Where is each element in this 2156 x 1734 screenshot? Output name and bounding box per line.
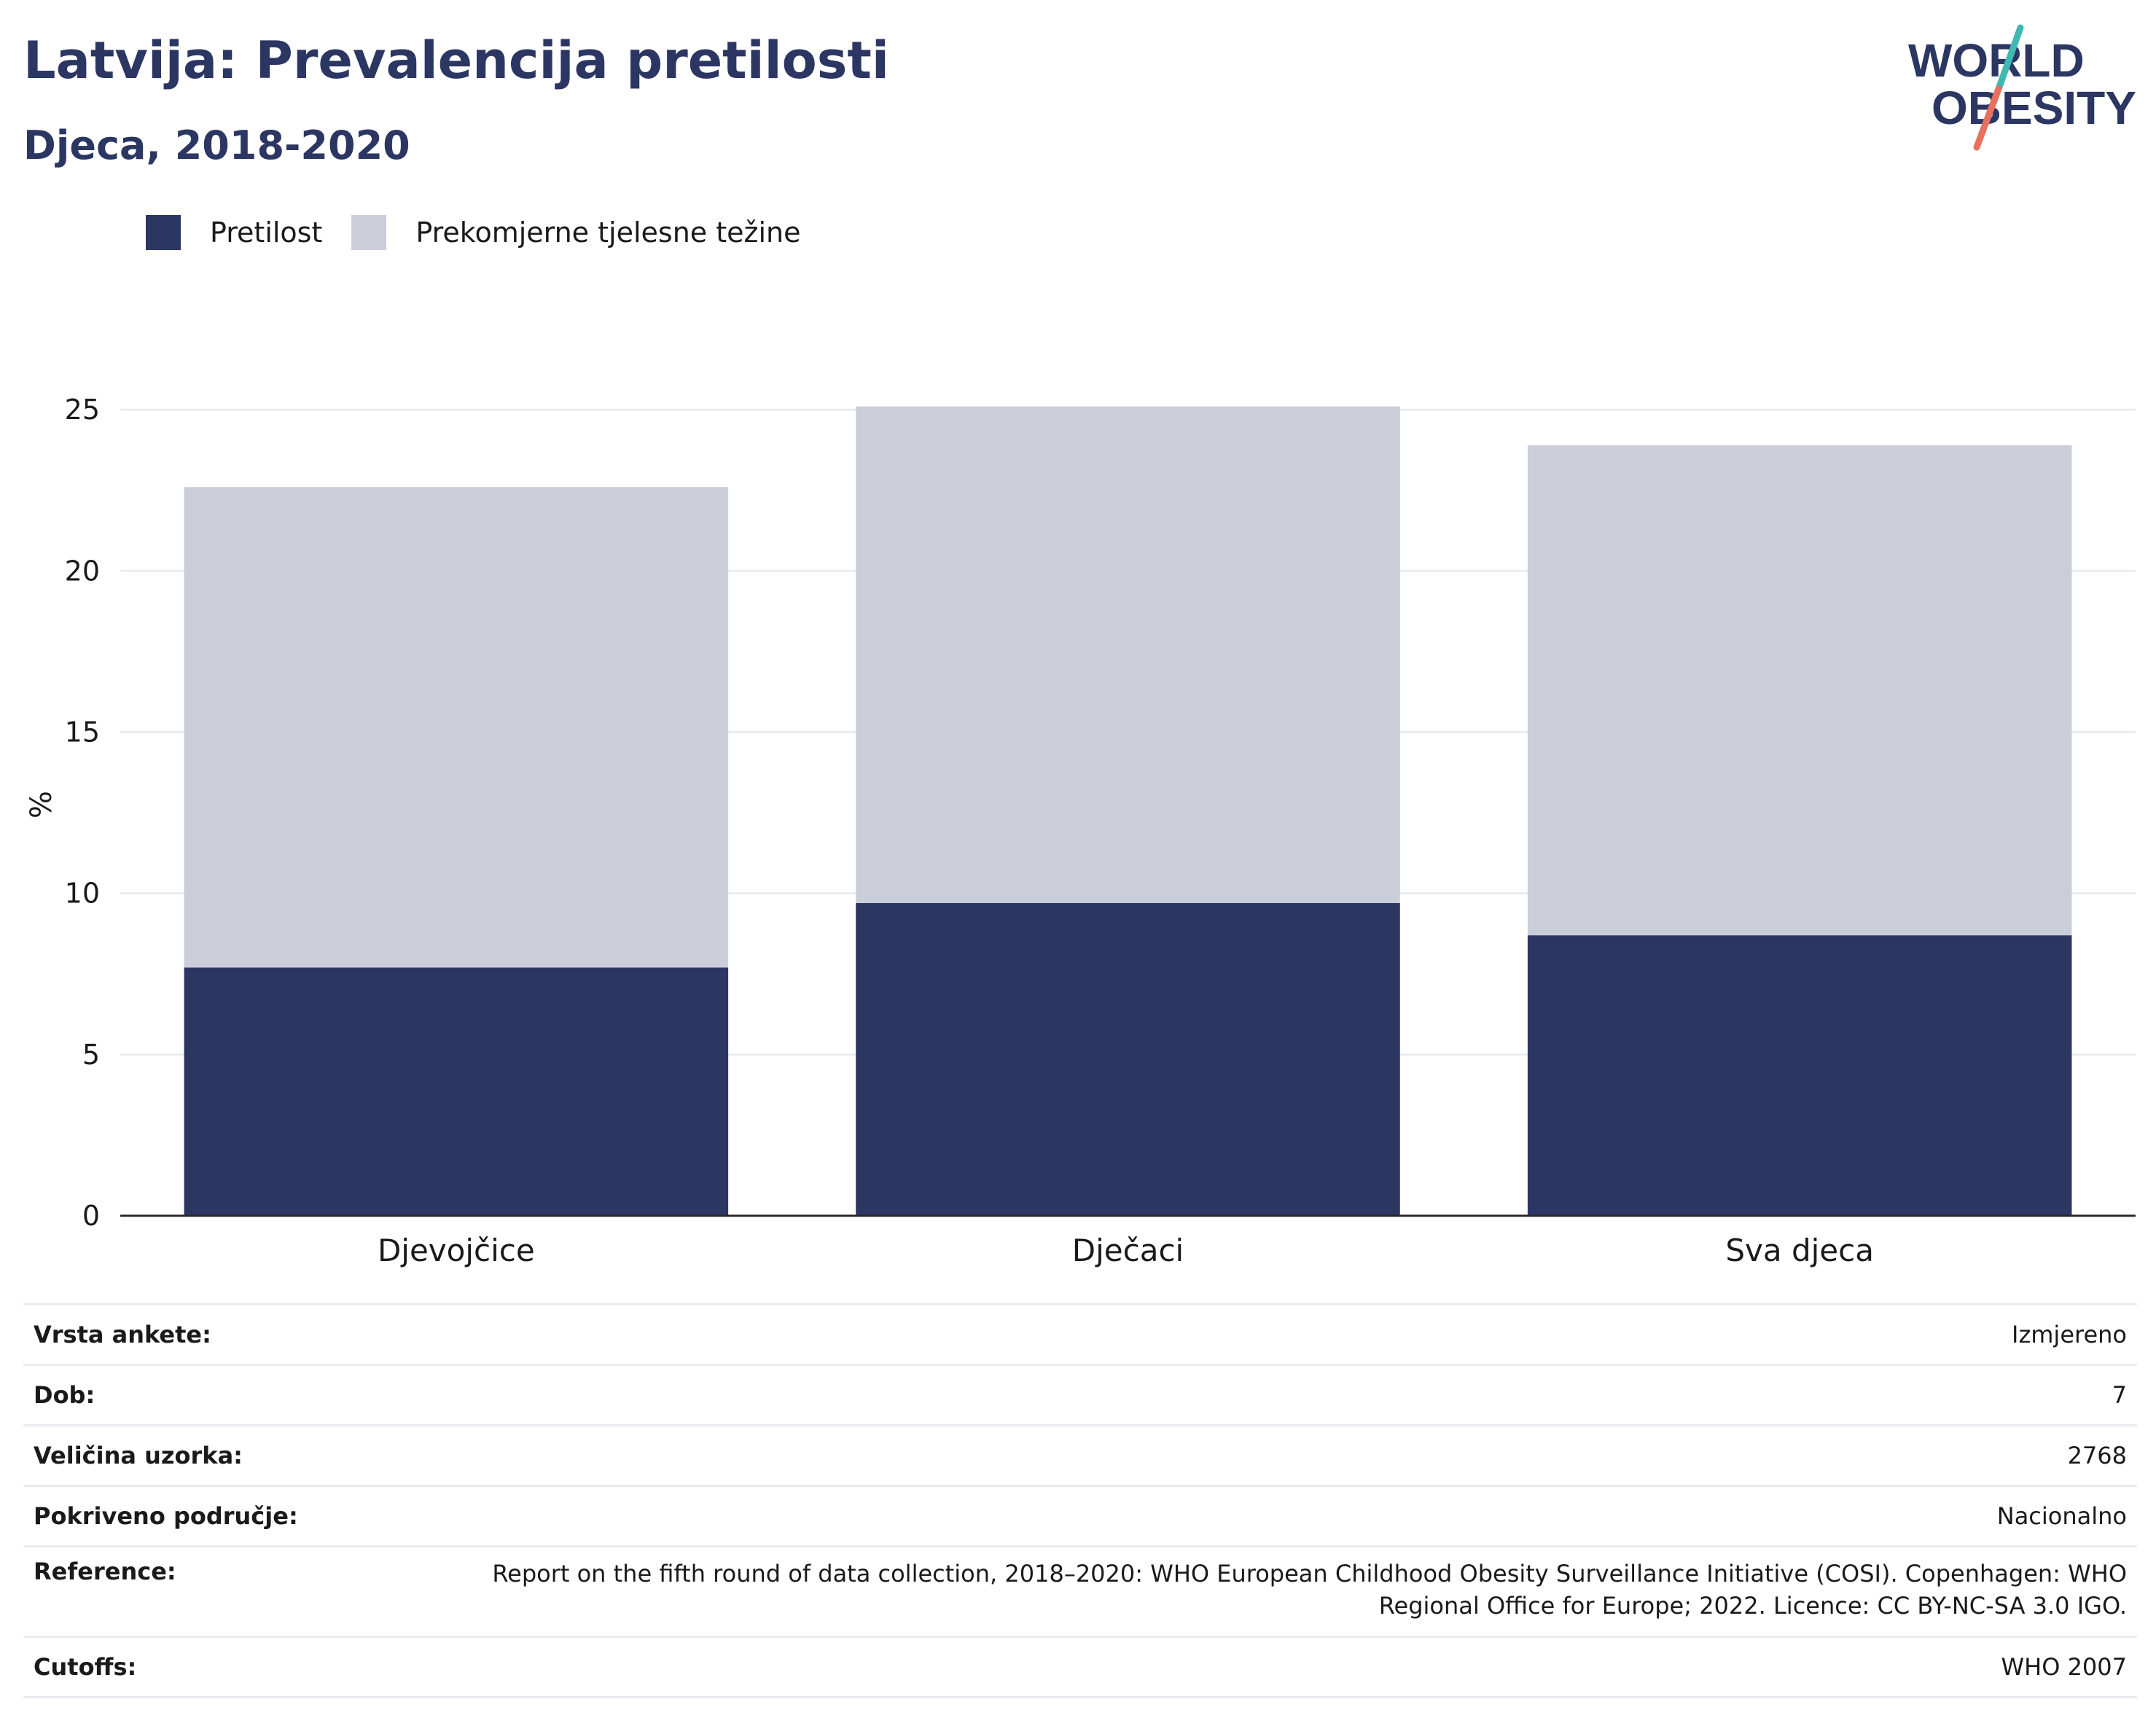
y-tick-label: 5 [82,1039,100,1071]
logo-line-1: WORLD [1908,34,2085,87]
bar-obesity [1527,935,2072,1216]
x-tick-label: Sva djeca [1725,1233,1874,1268]
info-label: Veličina uzorka: [34,1442,243,1469]
info-value: WHO 2007 [2001,1653,2128,1681]
info-value: Nacionalno [1996,1502,2127,1530]
info-label: Reference: [34,1558,176,1585]
info-row-cutoffs: Cutoffs: WHO 2007 [23,1636,2137,1698]
y-tick-label: 10 [65,878,100,910]
info-label: Dob: [34,1381,95,1409]
x-tick-label: Djevojčice [378,1233,535,1268]
info-row-sample-size: Veličina uzorka: 2768 [23,1424,2137,1485]
info-row-coverage: Pokriveno područje: Nacionalno [23,1485,2137,1545]
chart-legend: Pretilost Prekomjerne tjelesne težine [146,215,830,250]
chart-title: Latvija: Prevalencija pretilosti [23,31,889,90]
y-axis-label: % [25,791,58,819]
logo-slash-coral [1973,85,2002,151]
bar-overweight [856,406,1400,903]
y-tick-label: 15 [65,716,100,748]
info-value: 7 [2112,1381,2127,1409]
legend-item-overweight[interactable]: Prekomjerne tjelesne težine [351,215,801,250]
bar-overweight [184,487,729,968]
y-tick-label: 0 [82,1200,100,1232]
legend-swatch-overweight [351,215,387,250]
bar-overweight [1527,445,2072,936]
legend-swatch-obesity [146,215,181,250]
bar-obesity [856,902,1400,1216]
y-tick-label: 25 [65,394,100,426]
x-tick-label: Dječaci [1072,1233,1184,1268]
info-row-age: Dob: 7 [23,1364,2137,1424]
info-row-reference: Reference: Report on the fifth round of … [23,1545,2137,1636]
bar-obesity [184,967,729,1216]
info-label: Vrsta ankete: [34,1321,211,1348]
y-tick-label: 20 [65,555,100,587]
legend-item-obesity[interactable]: Pretilost [146,215,322,250]
info-value: 2768 [2067,1442,2127,1469]
survey-info-table: Vrsta ankete: Izmjereno Dob: 7 Veličina … [23,1303,2137,1698]
info-label: Pokriveno područje: [34,1502,298,1530]
legend-label-overweight: Prekomjerne tjelesne težine [415,216,801,249]
logo-line-2: OBESITY [1932,82,2136,134]
world-obesity-logo: WORLD OBESITY [1908,24,2136,151]
info-value: Izmjereno [2012,1321,2127,1348]
logo-slash-teal [1995,24,2024,93]
info-row-survey-type: Vrsta ankete: Izmjereno [23,1303,2137,1364]
chart-subtitle: Djeca, 2018-2020 [23,122,410,168]
info-label: Cutoffs: [34,1653,137,1681]
stacked-bar-chart: 0 5 10 15 20 25% Djevojčice Dječaci Sva djeca [25,394,2136,1268]
legend-label-obesity: Pretilost [210,216,323,249]
info-value: Report on the fifth round of data collec… [492,1560,2127,1620]
